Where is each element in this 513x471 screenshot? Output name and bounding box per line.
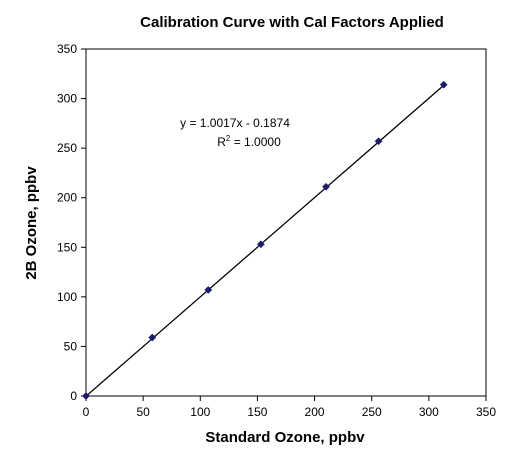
x-tick-label: 100 — [190, 405, 210, 419]
x-axis-ticks: 0 50 100 150 200 250 300 350 — [83, 396, 496, 419]
x-tick-label: 250 — [362, 405, 382, 419]
x-axis-label: Standard Ozone, ppbv — [205, 429, 365, 446]
data-point — [439, 80, 448, 89]
x-tick-label: 300 — [419, 405, 439, 419]
x-tick-label: 200 — [305, 405, 325, 419]
x-tick-label: 150 — [247, 405, 267, 419]
data-point — [374, 137, 383, 146]
r-squared-label: R2 = 1.0000 — [217, 134, 281, 149]
y-tick-label: 50 — [64, 339, 78, 353]
data-point — [82, 392, 90, 400]
x-tick-label: 350 — [476, 405, 496, 419]
y-tick-label: 100 — [57, 290, 77, 304]
r-squared-value: = 1.0000 — [230, 135, 281, 149]
y-tick-label: 150 — [57, 240, 77, 254]
y-tick-label: 0 — [70, 389, 77, 403]
data-point — [322, 182, 330, 191]
y-tick-label: 200 — [57, 191, 77, 205]
chart-title: Calibration Curve with Cal Factors Appli… — [140, 14, 444, 31]
r-squared-superscript: 2 — [226, 134, 231, 143]
y-tick-label: 350 — [57, 42, 77, 56]
data-points — [82, 80, 448, 400]
data-point — [256, 240, 265, 249]
y-axis-label: 2B Ozone, ppbv — [23, 166, 40, 280]
x-tick-label: 50 — [136, 405, 150, 419]
y-tick-label: 250 — [57, 141, 77, 155]
y-tick-label: 300 — [57, 92, 77, 106]
plot-area-frame — [85, 48, 487, 397]
data-point — [204, 285, 213, 294]
trendline — [85, 84, 445, 397]
x-tick-label: 0 — [83, 405, 90, 419]
r-squared-base: R — [217, 135, 226, 149]
data-point — [148, 333, 157, 342]
y-axis-ticks: 0 50 100 150 200 250 300 350 — [57, 42, 86, 403]
trendline-equation: y = 1.0017x - 0.1874 — [180, 116, 290, 130]
